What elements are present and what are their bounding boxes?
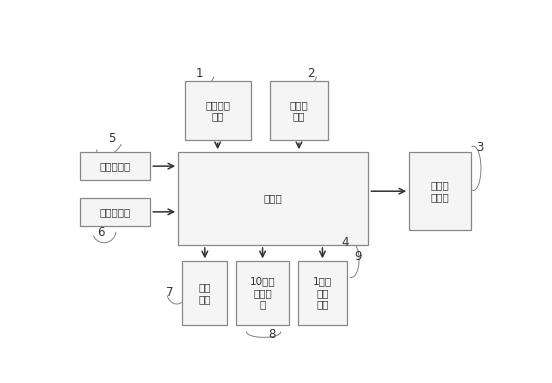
Text: 被测
钉束: 被测 钉束 <box>199 282 211 304</box>
Text: 温度传感器: 温度传感器 <box>99 161 131 171</box>
Bar <box>79 152 150 180</box>
Bar <box>79 198 150 226</box>
Text: 4: 4 <box>341 236 349 249</box>
Bar <box>409 152 471 230</box>
Text: 主交流
电源: 主交流 电源 <box>290 100 309 122</box>
Bar <box>236 261 289 325</box>
Text: 5: 5 <box>108 133 115 146</box>
Text: 7: 7 <box>166 286 173 299</box>
Text: 备用直流
电源: 备用直流 电源 <box>205 100 230 122</box>
Bar <box>270 81 328 140</box>
Text: 湿度传感器: 湿度传感器 <box>99 207 131 217</box>
Bar <box>182 261 227 325</box>
Text: 6: 6 <box>97 226 105 239</box>
Bar <box>298 261 347 325</box>
Bar <box>184 81 251 140</box>
Text: 数据处
理系统: 数据处 理系统 <box>431 180 449 202</box>
Text: 8: 8 <box>268 328 276 341</box>
Bar <box>178 152 369 245</box>
Text: 9: 9 <box>354 250 362 264</box>
Text: 10毫欧
标准电
阻: 10毫欧 标准电 阻 <box>250 277 275 309</box>
Text: 测试仪: 测试仪 <box>264 193 283 204</box>
Text: 1毫欧
标准
电阻: 1毫欧 标准 电阻 <box>313 277 332 309</box>
Text: 3: 3 <box>476 141 484 154</box>
Text: 2: 2 <box>307 67 315 80</box>
Text: 1: 1 <box>196 67 203 80</box>
